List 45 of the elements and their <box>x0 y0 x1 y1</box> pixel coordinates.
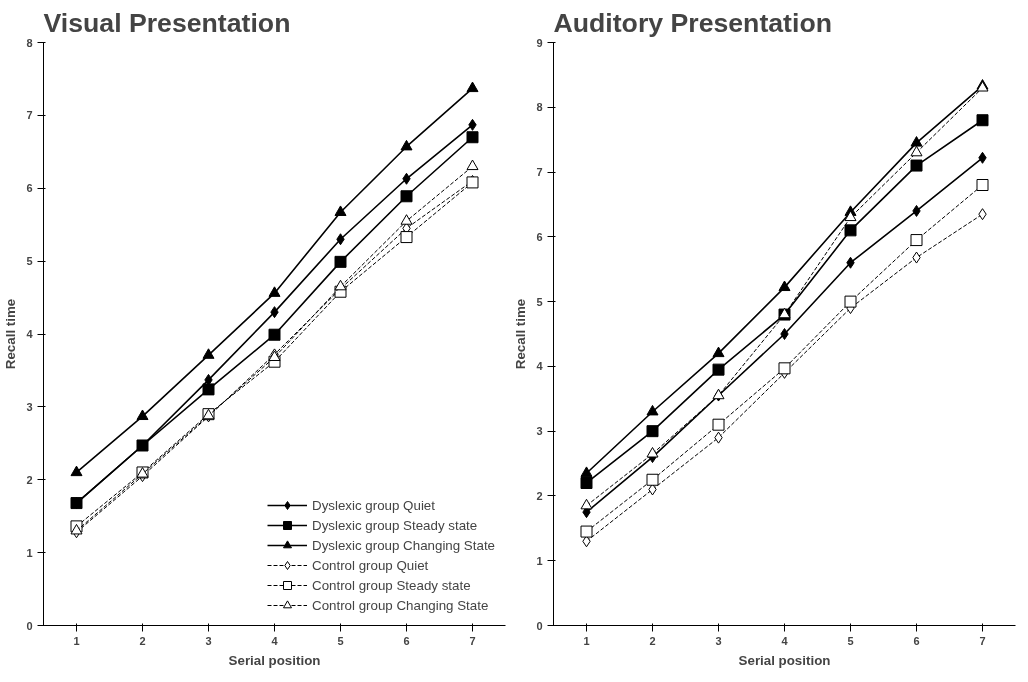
y-tick-label: 2 <box>26 473 33 486</box>
y-tick-label: 6 <box>536 230 543 243</box>
x-tick-label: 4 <box>271 634 279 647</box>
x-axis-title: Serial position <box>738 652 831 668</box>
legend-label: Control group Changing State <box>312 597 489 613</box>
y-tick-label: 1 <box>26 546 33 559</box>
x-tick-label: 4 <box>781 634 789 647</box>
y-tick-label: 4 <box>536 360 544 373</box>
y-tick-label: 6 <box>26 182 33 195</box>
y-tick-label: 9 <box>536 36 543 49</box>
y-tick-label: 5 <box>536 295 543 308</box>
y-tick-label: 3 <box>536 425 543 438</box>
y-tick-label: 0 <box>26 619 33 632</box>
y-tick-label: 3 <box>26 400 33 413</box>
x-tick-label: 7 <box>469 634 476 647</box>
x-tick-label: 3 <box>205 634 212 647</box>
x-tick-label: 7 <box>979 634 986 647</box>
x-tick-label: 2 <box>139 634 146 647</box>
y-tick-label: 2 <box>536 489 543 502</box>
y-tick-label: 7 <box>536 166 543 179</box>
chart-title: Visual Presentation <box>43 7 291 38</box>
y-tick-label: 0 <box>536 619 543 632</box>
x-tick-label: 6 <box>403 634 410 647</box>
y-tick-label: 5 <box>26 255 33 268</box>
y-axis-title: Recall time <box>513 298 529 370</box>
x-tick-label: 2 <box>649 634 656 647</box>
y-tick-label: 7 <box>26 109 33 122</box>
chart-title: Auditory Presentation <box>553 7 832 38</box>
y-tick-label: 8 <box>536 101 543 114</box>
x-tick-label: 1 <box>73 634 80 647</box>
legend-label: Control group Steady state <box>312 577 471 593</box>
legend-label: Dyslexic group Quiet <box>312 497 435 513</box>
y-tick-label: 1 <box>536 554 543 567</box>
legend-label: Dyslexic group Steady state <box>312 517 478 533</box>
y-tick-label: 8 <box>26 36 33 49</box>
x-axis-title: Serial position <box>228 652 321 668</box>
x-tick-label: 3 <box>715 634 722 647</box>
y-tick-label: 4 <box>26 328 34 340</box>
x-tick-label: 5 <box>337 634 344 647</box>
x-tick-label: 5 <box>847 634 854 647</box>
legend-label: Dyslexic group Changing State <box>312 537 495 553</box>
legend-label: Control group Quiet <box>312 557 429 573</box>
x-tick-label: 1 <box>583 634 590 647</box>
x-tick-label: 6 <box>913 634 920 647</box>
y-axis-title: Recall time <box>3 298 19 370</box>
